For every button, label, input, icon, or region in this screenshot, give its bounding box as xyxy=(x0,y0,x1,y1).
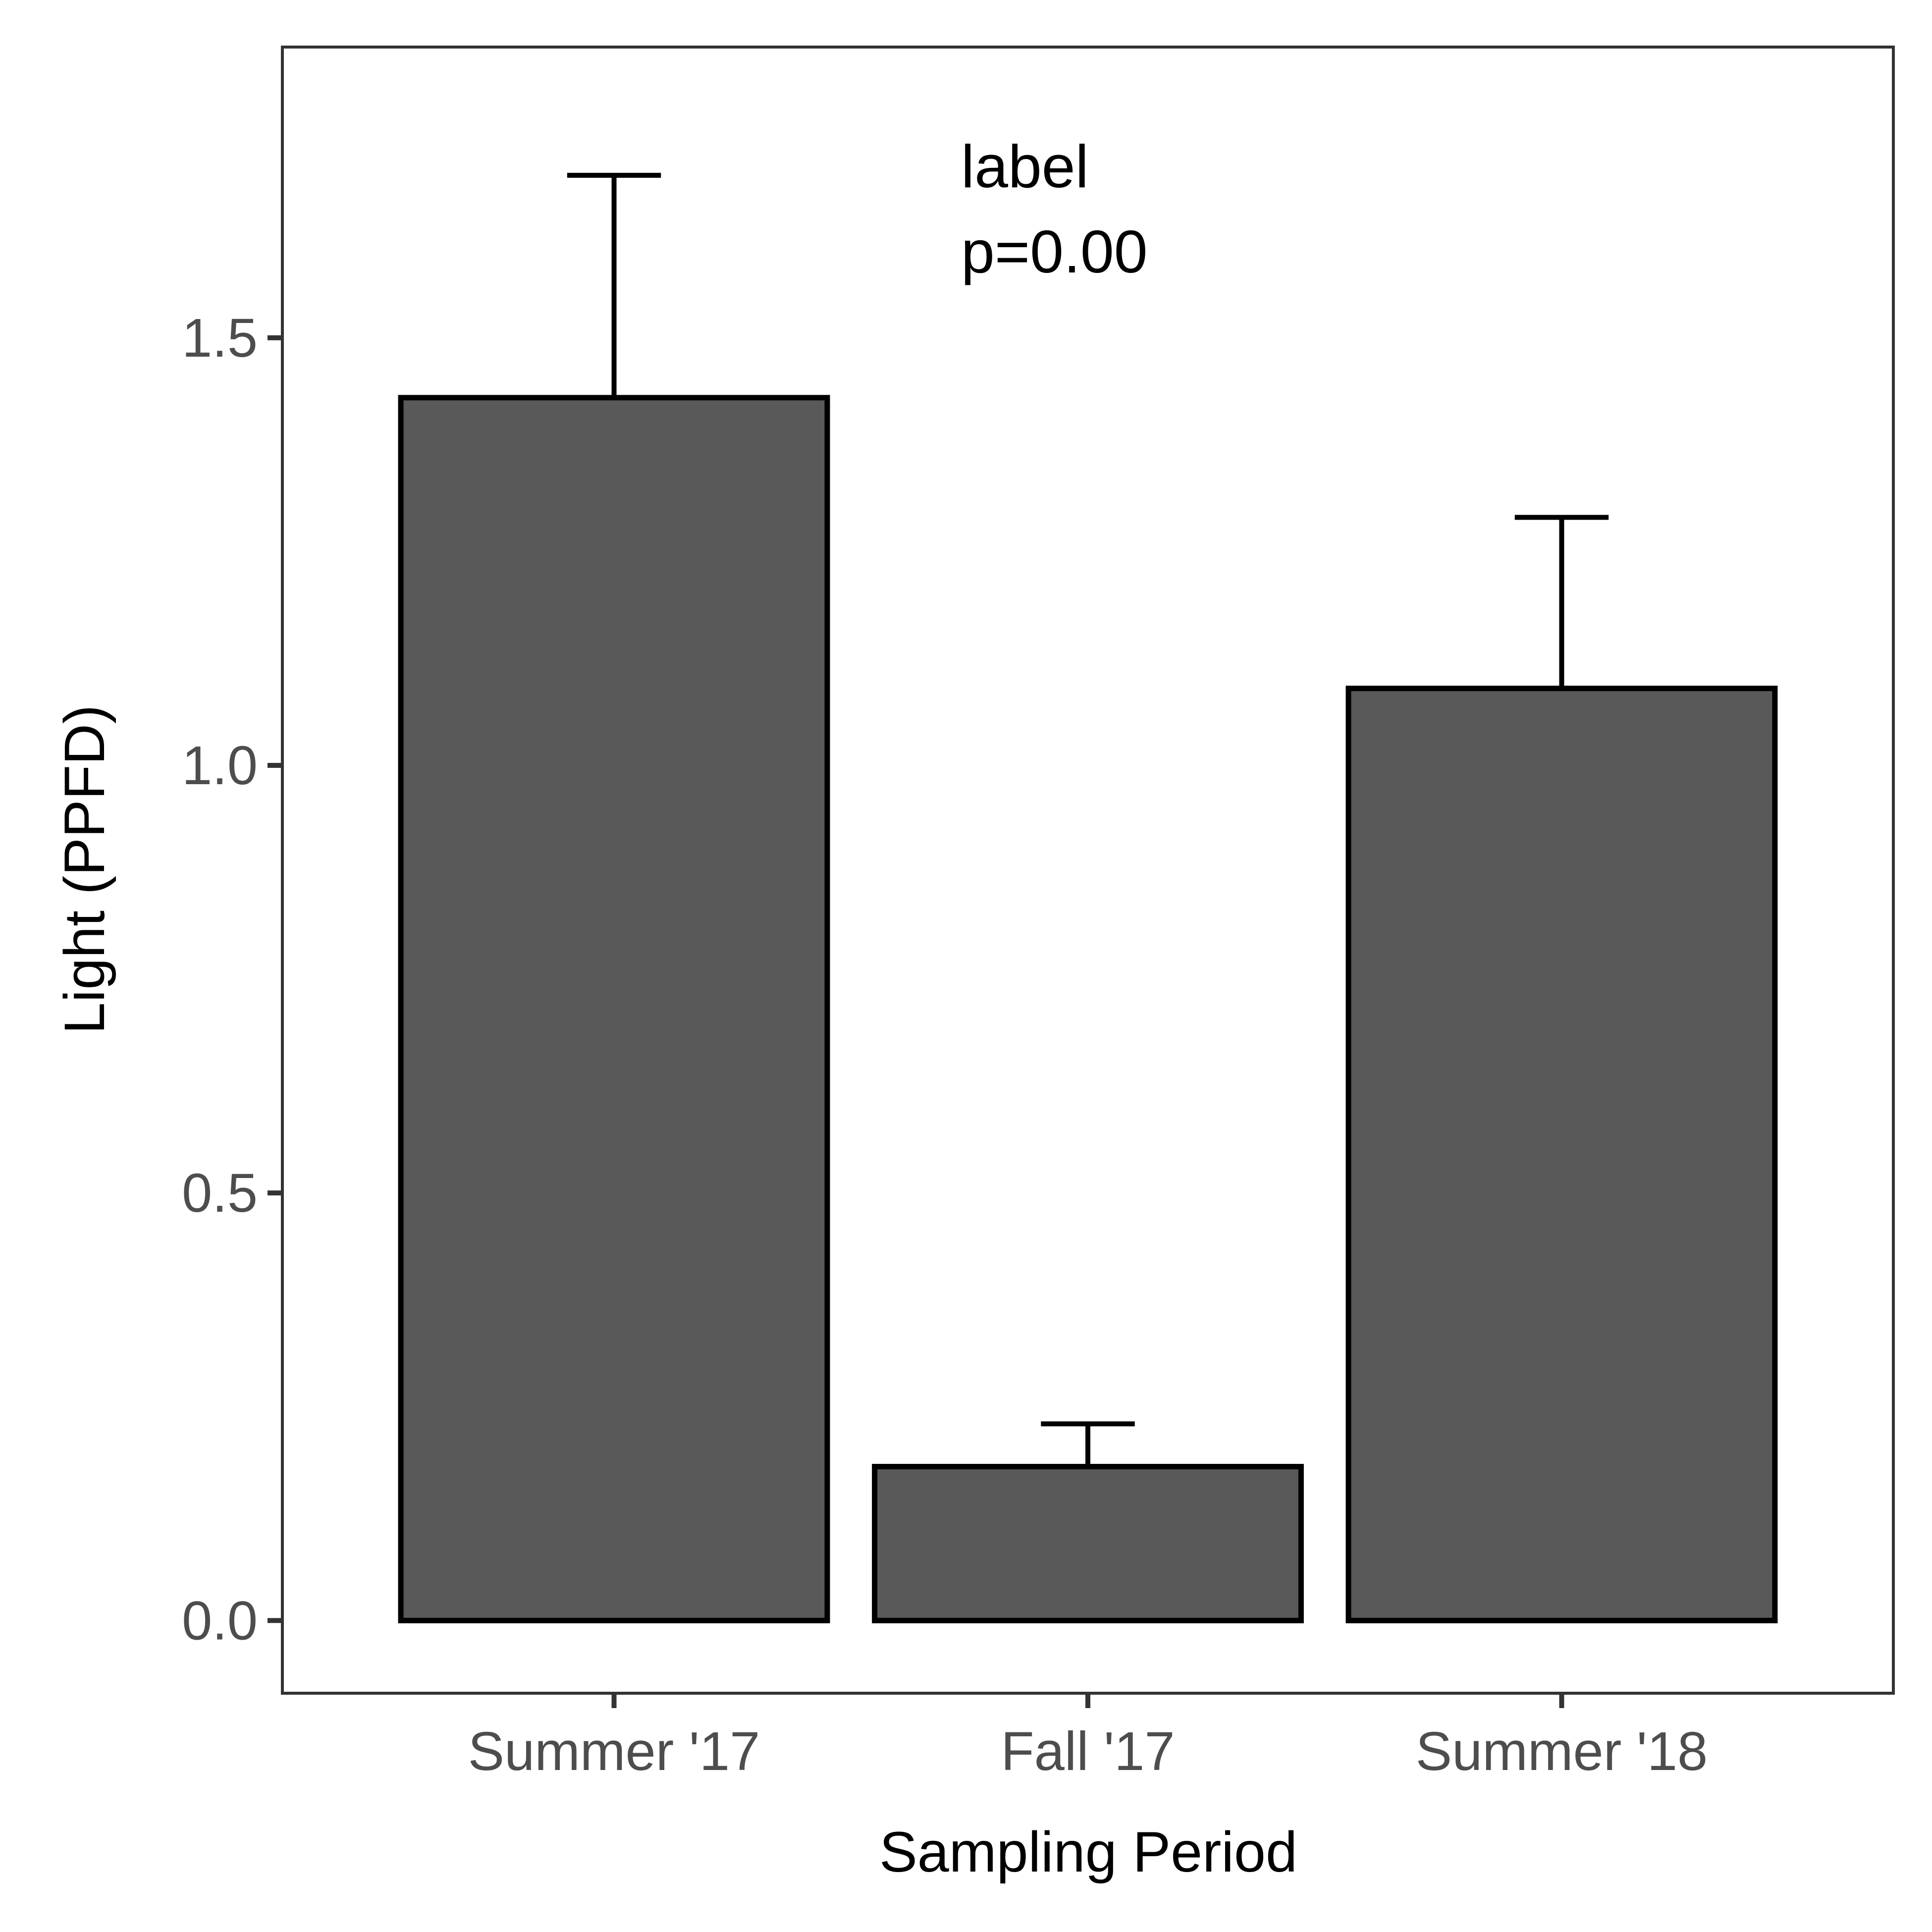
error-bars-group xyxy=(567,172,1609,1467)
x-tick-label-1: Fall '17 xyxy=(1001,1721,1175,1782)
annotation-line-1: label xyxy=(961,133,1089,200)
x-axis: Summer '17 Fall '17 Summer '18 xyxy=(468,1693,1708,1782)
x-tick-label-0: Summer '17 xyxy=(468,1721,760,1782)
bar-1 xyxy=(872,1464,1304,1623)
annotation-line-2: p=0.00 xyxy=(961,218,1148,285)
bar-2 xyxy=(1345,686,1778,1623)
x-tick-label-2: Summer '18 xyxy=(1416,1721,1708,1782)
y-tick-label-1: 0.5 xyxy=(182,1163,258,1224)
y-axis-title: Light (PPFD) xyxy=(53,705,116,1034)
y-axis: 0.0 0.5 1.0 1.5 xyxy=(182,308,282,1651)
y-tick-label-3: 1.5 xyxy=(182,308,258,369)
y-tick-label-0: 0.0 xyxy=(182,1590,258,1651)
y-tick-label-2: 1.0 xyxy=(182,735,258,796)
bar-0 xyxy=(398,395,830,1623)
x-axis-title: Sampling Period xyxy=(879,1821,1297,1884)
